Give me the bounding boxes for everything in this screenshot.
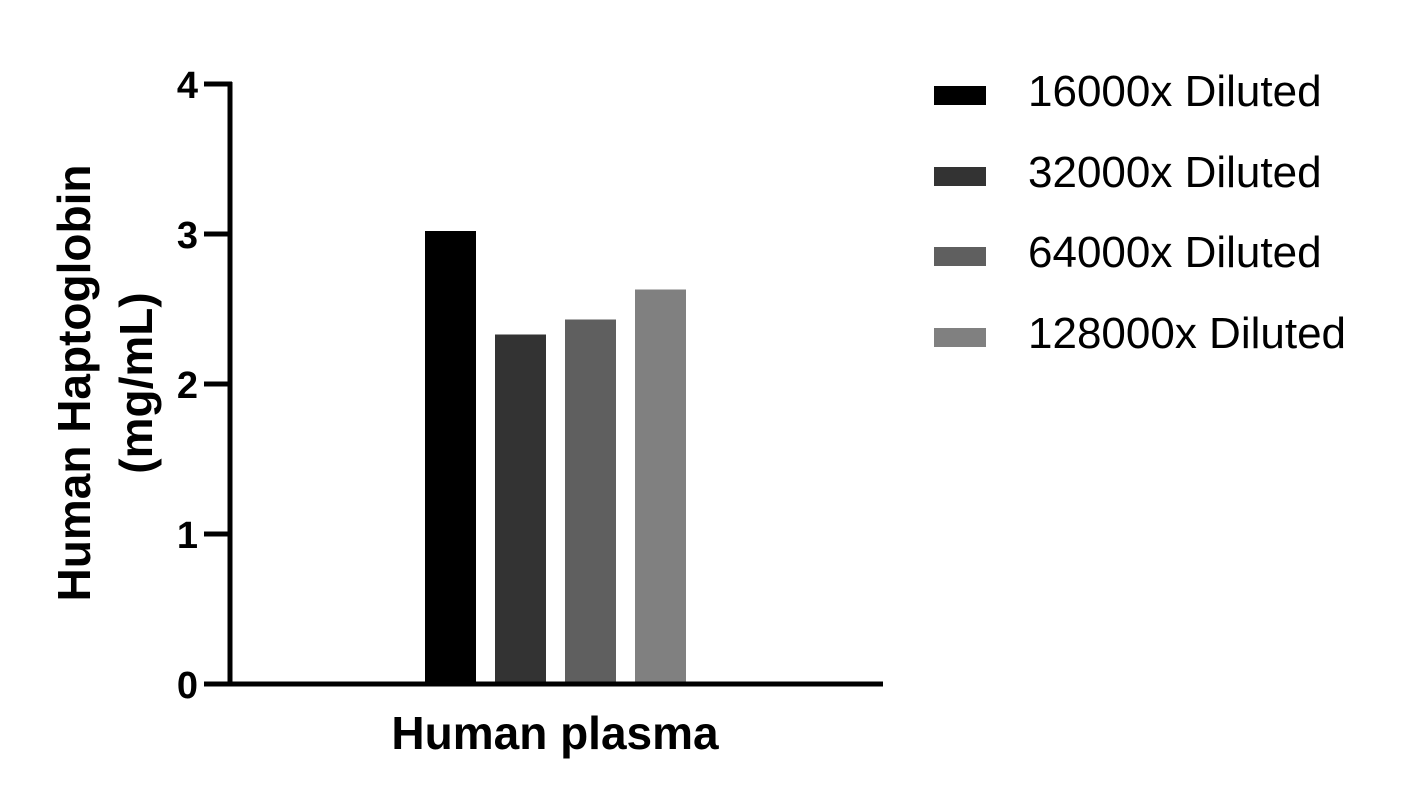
y-axis-title-line2: (mg/mL): [110, 292, 162, 473]
legend-item: 32000x Diluted: [934, 151, 1394, 201]
x-axis: Human plasma: [228, 681, 883, 759]
legend-swatch: [934, 247, 986, 266]
legend-label: 32000x Diluted: [1028, 148, 1322, 197]
y-axis-title: Human Haptoglobin (mg/mL): [48, 165, 162, 602]
bar-32000x-diluted: [495, 334, 546, 684]
legend-label: 128000x Diluted: [1028, 309, 1347, 358]
y-tick-label: 2: [177, 365, 198, 407]
y-tick-label: 4: [177, 65, 198, 107]
legend-swatch: [934, 167, 986, 186]
legend-item: 16000x Diluted: [934, 70, 1394, 120]
legend-item: 64000x Diluted: [934, 231, 1394, 281]
y-tick-label: 3: [177, 215, 198, 257]
x-axis-title: Human plasma: [391, 707, 719, 759]
bar-64000x-diluted: [565, 319, 616, 684]
legend-swatch: [934, 328, 986, 347]
y-tick-label: 0: [177, 665, 198, 707]
bar-128000x-diluted: [635, 289, 686, 684]
legend-swatch: [934, 86, 986, 105]
y-axis-title-line1: Human Haptoglobin: [48, 165, 100, 602]
y-axis: 4 3 2 1 0: [177, 65, 233, 707]
legend-item: 128000x Diluted: [934, 312, 1394, 362]
y-tick-label: 1: [177, 515, 198, 557]
legend-label: 64000x Diluted: [1028, 228, 1322, 277]
bar-16000x-diluted: [425, 231, 476, 684]
bars: [425, 231, 686, 684]
legend-label: 16000x Diluted: [1028, 67, 1322, 116]
